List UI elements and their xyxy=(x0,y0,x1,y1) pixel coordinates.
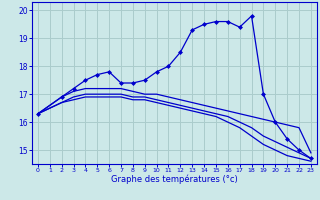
X-axis label: Graphe des températures (°c): Graphe des températures (°c) xyxy=(111,175,238,184)
